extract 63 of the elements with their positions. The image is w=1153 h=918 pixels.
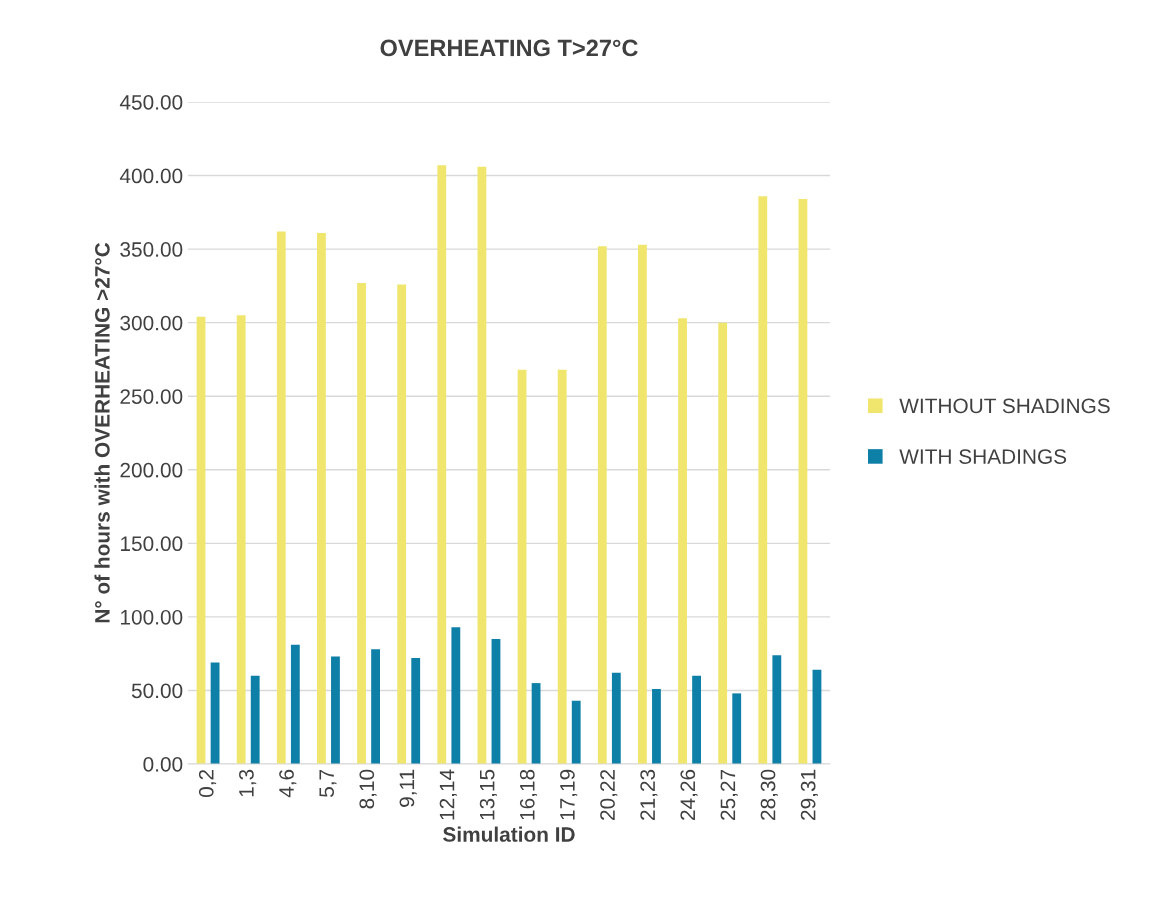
bar: [196, 316, 206, 764]
bar: [477, 166, 487, 764]
bar: [357, 282, 366, 764]
bar: [491, 638, 501, 764]
bar: [210, 662, 220, 764]
x-tick-label: 5,7: [319, 769, 337, 797]
x-axis-title: Simulation ID: [443, 826, 575, 842]
x-tick-label: 28,30: [760, 769, 778, 820]
bar: [692, 675, 701, 764]
bar: [290, 644, 300, 764]
x-tick-label: 20,22: [600, 769, 618, 820]
x-tick-label: 21,23: [640, 769, 658, 820]
y-tick-label: 50.00: [131, 683, 183, 699]
y-tick-label: 300.00: [120, 315, 183, 331]
bar: [517, 369, 527, 764]
bar: [732, 693, 742, 764]
bar: [718, 322, 728, 764]
x-tick-label: 25,27: [720, 769, 738, 820]
x-tick-label: 12,14: [439, 769, 457, 820]
x-tick-label: 13,15: [479, 769, 497, 820]
bar: [611, 672, 621, 764]
bar: [772, 655, 782, 764]
x-tick-label: 0,2: [198, 769, 217, 798]
y-tick-label: 350.00: [120, 242, 183, 257]
bar: [638, 244, 647, 764]
y-tick-label: 450.00: [119, 95, 183, 110]
bar: [571, 700, 581, 764]
legend-label: WITH SHADINGS: [899, 449, 1067, 464]
x-tick-label: 29,31: [800, 769, 818, 820]
bar: [451, 627, 461, 764]
legend-label: WITHOUT SHADINGS: [899, 398, 1110, 414]
x-tick-label: 24,26: [680, 769, 698, 820]
bar: [411, 658, 421, 764]
y-tick-label: 100.00: [121, 609, 183, 625]
bar: [531, 683, 541, 764]
x-tick-label: 16,18: [519, 769, 538, 820]
chart-title: OVERHEATING T>27°C: [380, 39, 638, 57]
bar: [371, 649, 380, 764]
bar: [276, 231, 286, 764]
x-tick-label: 1,3: [239, 769, 257, 797]
y-axis-title: N° of hours with OVERHEATING >27°C: [94, 242, 110, 623]
y-tick-label: 400.00: [119, 168, 183, 184]
bar: [437, 165, 447, 764]
bar: [678, 318, 687, 764]
bar: [236, 315, 246, 764]
bar: [557, 369, 567, 764]
y-tick-label: 200.00: [120, 462, 183, 478]
x-tick-label: 17,19: [560, 769, 578, 820]
x-tick-label: 4,6: [279, 769, 297, 798]
y-tick-label: 250.00: [120, 389, 183, 404]
bar: [397, 284, 407, 764]
x-tick-label: 9,11: [399, 769, 417, 807]
bar: [798, 199, 808, 764]
bar: [317, 232, 326, 764]
x-tick-label: 8,10: [359, 769, 377, 809]
bar: [250, 675, 260, 764]
bar: [331, 656, 340, 764]
bar: [652, 688, 661, 764]
bar: [758, 196, 768, 764]
bar: [597, 246, 607, 764]
bar: [812, 669, 822, 764]
y-tick-label: 150.00: [121, 536, 183, 552]
y-tick-label: 0.00: [143, 757, 183, 772]
